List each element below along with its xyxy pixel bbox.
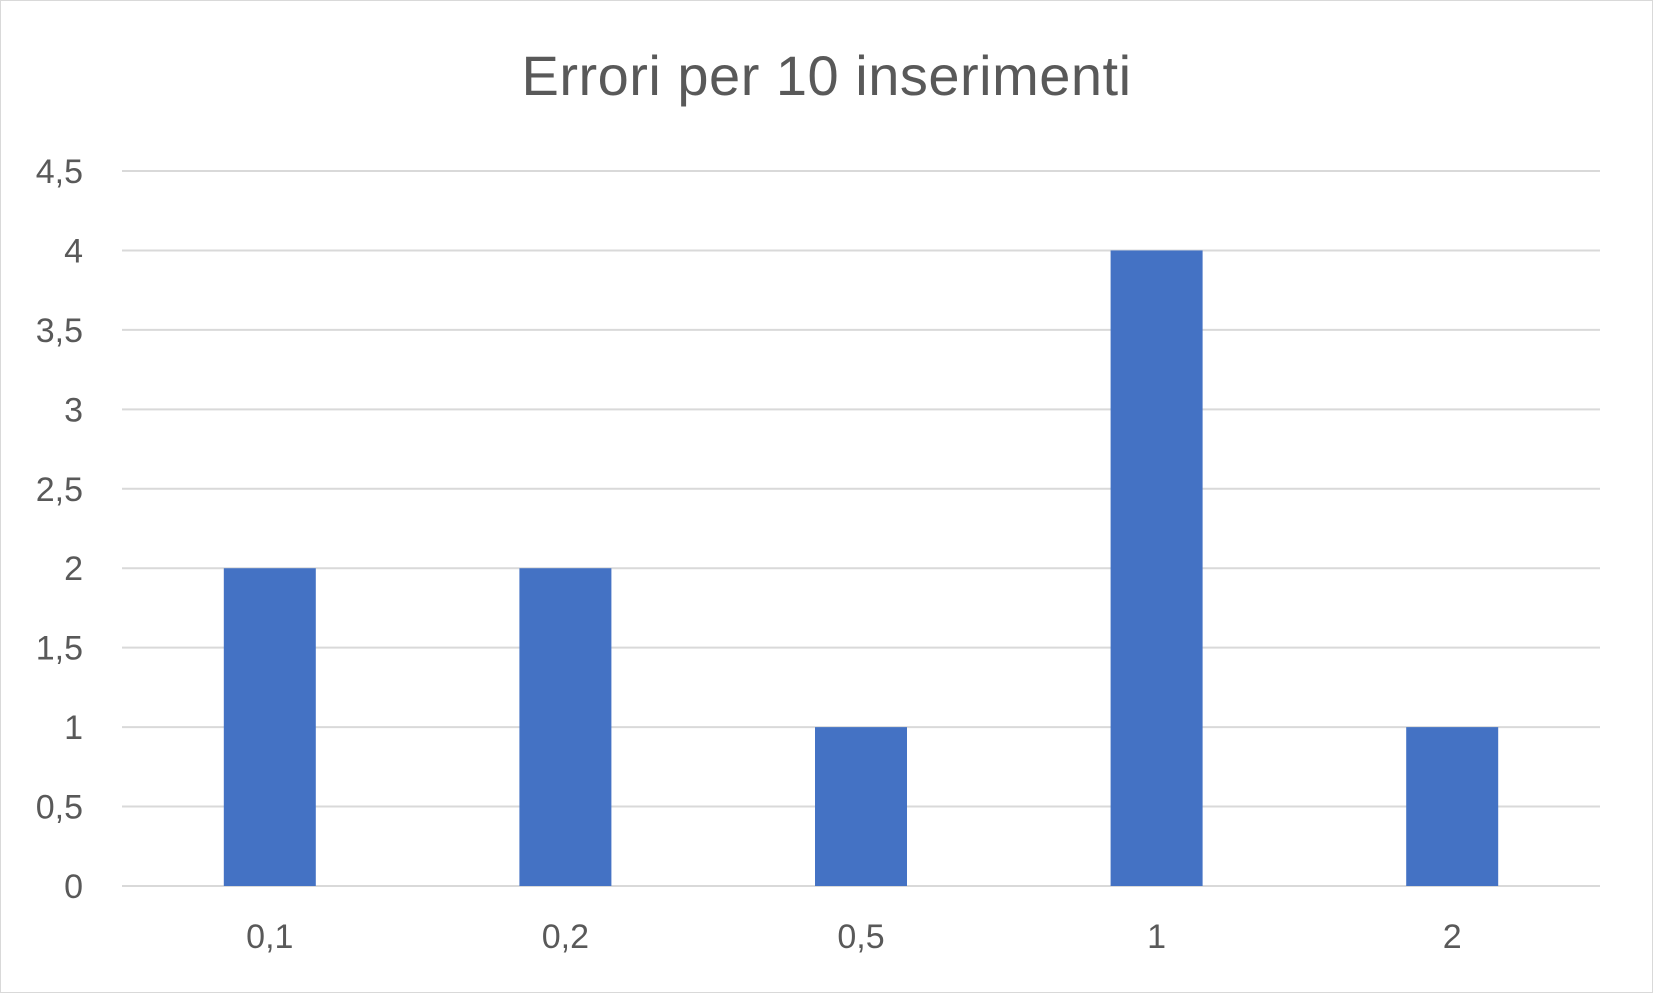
- y-tick-label: 3: [64, 391, 83, 429]
- x-tick-label: 0,1: [246, 918, 293, 956]
- bar-0,2: [519, 568, 612, 886]
- x-tick-label: 0,2: [542, 918, 589, 956]
- y-tick-label: 1,5: [36, 630, 83, 668]
- chart-title: Errori per 10 inserimenti: [521, 44, 1132, 107]
- bar-1: [1110, 250, 1203, 886]
- y-tick-label: 4: [64, 232, 83, 270]
- x-tick-label: 2: [1443, 918, 1462, 956]
- y-tick-label: 1: [64, 709, 83, 747]
- y-tick-label: 2: [64, 550, 83, 588]
- y-tick-label: 4,5: [36, 153, 83, 191]
- x-tick-label: 1: [1147, 918, 1166, 956]
- bar-2: [1406, 727, 1499, 886]
- y-tick-label: 0: [64, 868, 83, 906]
- bar-0,1: [223, 568, 316, 886]
- x-tick-label: 0,5: [837, 918, 884, 956]
- y-tick-label: 2,5: [36, 471, 83, 509]
- y-tick-label: 0,5: [36, 789, 83, 827]
- y-tick-label: 3,5: [36, 312, 83, 350]
- bar-0,5: [815, 727, 907, 886]
